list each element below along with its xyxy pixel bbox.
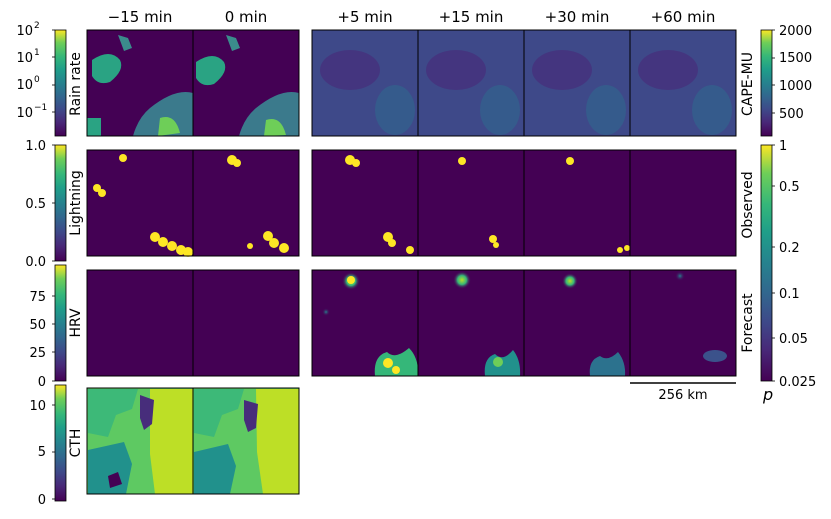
tick-label: 10 bbox=[16, 24, 33, 39]
lightning-panel bbox=[417, 149, 525, 257]
hrv-label: HRV bbox=[68, 308, 84, 337]
tick-label: 0.1 bbox=[779, 287, 800, 302]
tick-label: 0.0 bbox=[25, 255, 46, 270]
cth-label: CTH bbox=[68, 429, 84, 458]
observed-label: Observed bbox=[740, 171, 756, 238]
forecast-panel bbox=[629, 269, 737, 377]
tick-label: 1500 bbox=[779, 51, 812, 66]
tick-label: 0.05 bbox=[779, 332, 808, 347]
column-header: +30 min bbox=[545, 8, 610, 26]
forecast-panel bbox=[523, 269, 631, 377]
tick-label: 10 bbox=[16, 106, 33, 121]
column-header: +5 min bbox=[337, 8, 392, 26]
hrv-colorbar: HRV 75 50 25 0 bbox=[29, 264, 84, 390]
forecast-label: Forecast bbox=[740, 293, 756, 353]
lightning-label: Lightning bbox=[68, 170, 84, 235]
lightning-panel bbox=[311, 149, 419, 257]
hrv-panel bbox=[192, 269, 300, 377]
tick-label: 1.0 bbox=[25, 139, 46, 154]
tick-label: 5 bbox=[38, 445, 46, 460]
tick-exponent: −1 bbox=[34, 103, 47, 113]
cape-mu-panel bbox=[629, 29, 737, 137]
tick-label: 10 bbox=[16, 78, 33, 93]
lightning-colorbar: Lightning 1.0 0.5 0.0 bbox=[25, 139, 84, 270]
cape-mu-label: CAPE-MU bbox=[740, 52, 756, 116]
tick-label: 1000 bbox=[779, 79, 812, 94]
tick-label: 25 bbox=[29, 346, 46, 361]
tick-label: 0.5 bbox=[779, 180, 800, 195]
tick-label: 10 bbox=[29, 399, 46, 414]
cth-panel bbox=[192, 387, 300, 495]
lightning-panel bbox=[86, 149, 194, 257]
tick-label: 0 bbox=[38, 493, 46, 508]
cape-mu-colorbar: CAPE-MU 2000 1500 1000 500 bbox=[740, 24, 812, 137]
scale-bar-label: 256 km bbox=[658, 388, 707, 403]
rain-rate-label: Rain rate bbox=[68, 52, 84, 116]
forecast-panel bbox=[311, 269, 419, 377]
scale-bar: 256 km bbox=[630, 382, 736, 403]
column-header: +60 min bbox=[651, 8, 716, 26]
tick-label: 50 bbox=[29, 318, 46, 333]
cape-mu-panel bbox=[417, 29, 525, 137]
tick-label: 500 bbox=[779, 107, 804, 122]
column-header: +15 min bbox=[439, 8, 504, 26]
cape-mu-panel bbox=[523, 29, 631, 137]
rain-rate-colorbar: Rain rate 10 2 10 1 10 0 10 −1 bbox=[16, 21, 84, 137]
tick-label: 10 bbox=[16, 51, 33, 66]
rain-rate-panel bbox=[86, 29, 194, 137]
tick-exponent: 1 bbox=[34, 48, 40, 58]
tick-label: 75 bbox=[29, 290, 46, 305]
tick-label: 0 bbox=[38, 375, 46, 390]
tick-label: 0.025 bbox=[779, 375, 816, 390]
tick-label: 0.2 bbox=[779, 241, 800, 256]
cape-mu-panel bbox=[311, 29, 419, 137]
rain-rate-panel bbox=[192, 29, 300, 137]
tick-label: 1 bbox=[779, 139, 787, 154]
tick-label: 2000 bbox=[779, 24, 812, 39]
column-header: 0 min bbox=[225, 8, 268, 26]
cth-panel bbox=[86, 387, 194, 495]
column-header: −15 min bbox=[108, 8, 173, 26]
probability-symbol: p bbox=[762, 385, 773, 404]
tick-exponent: 2 bbox=[34, 21, 40, 31]
probability-colorbar: Observed Forecast 1 0.5 0.2 0.1 0.05 0.0… bbox=[740, 139, 816, 404]
lightning-panel bbox=[523, 149, 631, 257]
tick-label: 0.5 bbox=[25, 197, 46, 212]
forecast-panel bbox=[417, 269, 525, 377]
cth-colorbar: CTH 10 5 0 bbox=[29, 384, 84, 508]
lightning-panel bbox=[192, 149, 300, 257]
tick-exponent: 0 bbox=[34, 75, 40, 85]
hrv-panel bbox=[86, 269, 194, 377]
lightning-panel bbox=[629, 149, 737, 257]
